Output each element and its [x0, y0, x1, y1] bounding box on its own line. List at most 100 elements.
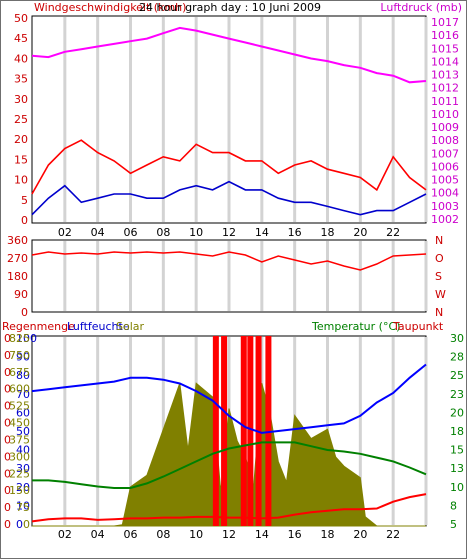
x-tick-label: 06 — [124, 226, 138, 239]
humidity-tick-label: 50 — [16, 425, 30, 438]
series-line-luftfeuchte — [31, 363, 427, 434]
y-right-tick-label: 1008 — [431, 134, 459, 147]
solar-tick-label: 825 — [9, 332, 30, 345]
y-right-tick-label: 1003 — [431, 200, 459, 213]
y-right-tick-label: 1011 — [431, 95, 459, 108]
x-tick-label: 14 — [255, 528, 269, 541]
y-left-tick-label: 45 — [14, 32, 28, 45]
rain-tick-label: 0 — [4, 450, 11, 463]
humidity-tick-label: 20 — [16, 481, 30, 494]
rain-bar — [247, 336, 254, 526]
compass-label: N — [435, 234, 443, 247]
x-tick-label: 08 — [156, 528, 170, 541]
humidity-tick-label: 40 — [16, 444, 30, 457]
direction-degree-label: 90 — [14, 288, 28, 301]
humidity-tick-label: 0 — [16, 518, 23, 531]
chart-title: 24 hour graph day : 10 Juni 2009 — [139, 1, 321, 14]
y-left-tick-label: 30 — [14, 93, 28, 106]
humidity-tick-label: 100 — [16, 332, 37, 345]
x-tick-label: 18 — [321, 528, 335, 541]
compass-label: O — [435, 252, 444, 265]
wind-speed-label: Windgeschwindigkeit (kmh) — [34, 1, 186, 14]
humidity-tick-label: 70 — [16, 388, 30, 401]
series-line-luftdruck — [31, 26, 427, 84]
rain-bar — [240, 336, 247, 526]
x-tick-label: 22 — [386, 528, 400, 541]
y-left-tick-label: 0 — [21, 214, 28, 227]
series-line-taupunkt — [31, 493, 427, 523]
rain-tick-label: 0 — [4, 484, 11, 497]
compass-label: N — [435, 306, 443, 319]
rain-tick-label: 0 — [4, 332, 11, 345]
solar-tick-label: 750 — [9, 349, 30, 362]
x-tick-label: 20 — [353, 528, 367, 541]
y-right-tick-label: 1009 — [431, 121, 459, 134]
solar-tick-label: 375 — [9, 433, 30, 446]
solar-tick-label: 600 — [9, 383, 30, 396]
temp-tick-label: 10 — [450, 481, 464, 494]
x-tick-label: 10 — [189, 528, 203, 541]
direction-degree-label: 0 — [21, 306, 28, 319]
humidity-tick-label: 30 — [16, 462, 30, 475]
solar-tick-label: 75 — [16, 501, 30, 514]
panel-wind-pressure: Windgeschwindigkeit (kmh) 24 hour graph … — [14, 1, 462, 239]
y-right-tick-label: 1017 — [431, 16, 459, 29]
direction-degree-label: 270 — [7, 252, 28, 265]
temp-tick-label: 13 — [450, 462, 464, 475]
rain-bar — [212, 336, 219, 526]
x-tick-label: 22 — [386, 226, 400, 239]
temp-tick-label: 5 — [450, 518, 457, 531]
series-line-windgeschwindigkeit — [31, 139, 427, 195]
rain-tick-label: 0 — [4, 433, 11, 446]
rain-bar — [221, 336, 228, 526]
dewpoint-label: Taupunkt — [392, 320, 444, 333]
y-right-tick-label: 1012 — [431, 82, 459, 95]
y-left-tick-label: 25 — [14, 113, 28, 126]
y-right-tick-label: 1002 — [431, 213, 459, 226]
humidity-tick-label: 80 — [16, 369, 30, 382]
x-tick-label: 10 — [189, 226, 203, 239]
x-tick-label: 08 — [156, 226, 170, 239]
rain-tick-label: 0 — [4, 518, 11, 531]
y-left-tick-label: 20 — [14, 133, 28, 146]
series-line-wind — [31, 180, 427, 216]
x-tick-label: 02 — [58, 226, 72, 239]
rain-tick-label: 0 — [4, 417, 11, 430]
y-right-tick-label: 1013 — [431, 69, 459, 82]
rain-bar — [265, 336, 272, 526]
humidity-tick-label: 90 — [16, 351, 30, 364]
solar-tick-label: 225 — [9, 467, 30, 480]
x-tick-label: 12 — [222, 226, 236, 239]
temp-tick-label: 28 — [450, 351, 464, 364]
rain-tick-label: 0 — [4, 400, 11, 413]
rain-tick-label: 0 — [4, 366, 11, 379]
temp-tick-label: 18 — [450, 425, 464, 438]
compass-label: W — [435, 288, 446, 301]
x-tick-label: 04 — [91, 528, 105, 541]
x-tick-label: 20 — [353, 226, 367, 239]
solar-tick-label: 450 — [9, 417, 30, 430]
humidity-tick-label: 10 — [16, 499, 30, 512]
solar-tick-label: 300 — [9, 450, 30, 463]
y-right-tick-label: 1007 — [431, 147, 459, 160]
x-tick-label: 16 — [288, 226, 302, 239]
y-right-tick-label: 1006 — [431, 160, 459, 173]
x-tick-label: 06 — [124, 528, 138, 541]
temp-tick-label: 20 — [450, 406, 464, 419]
temp-tick-label: 8 — [450, 499, 457, 512]
temp-tick-label: 23 — [450, 388, 464, 401]
y-right-tick-label: 1004 — [431, 187, 459, 200]
pressure-label: Luftdruck (mb) — [380, 1, 462, 14]
x-tick-label: 04 — [91, 226, 105, 239]
rain-label: Regenmenge — [2, 320, 75, 333]
panel-temp-humidity-solar: Regenmenge Luftfeuchte Solar Temperatur … — [2, 320, 464, 541]
series-line-temperatur — [32, 441, 427, 489]
x-tick-label: 14 — [255, 226, 269, 239]
y-right-tick-label: 1014 — [431, 55, 459, 68]
direction-degree-label: 180 — [7, 270, 28, 283]
y-left-tick-label: 50 — [14, 12, 28, 25]
solar-tick-label: 150 — [9, 484, 30, 497]
y-left-tick-label: 5 — [21, 194, 28, 207]
solar-tick-label: 675 — [9, 366, 30, 379]
y-right-tick-label: 1015 — [431, 42, 459, 55]
